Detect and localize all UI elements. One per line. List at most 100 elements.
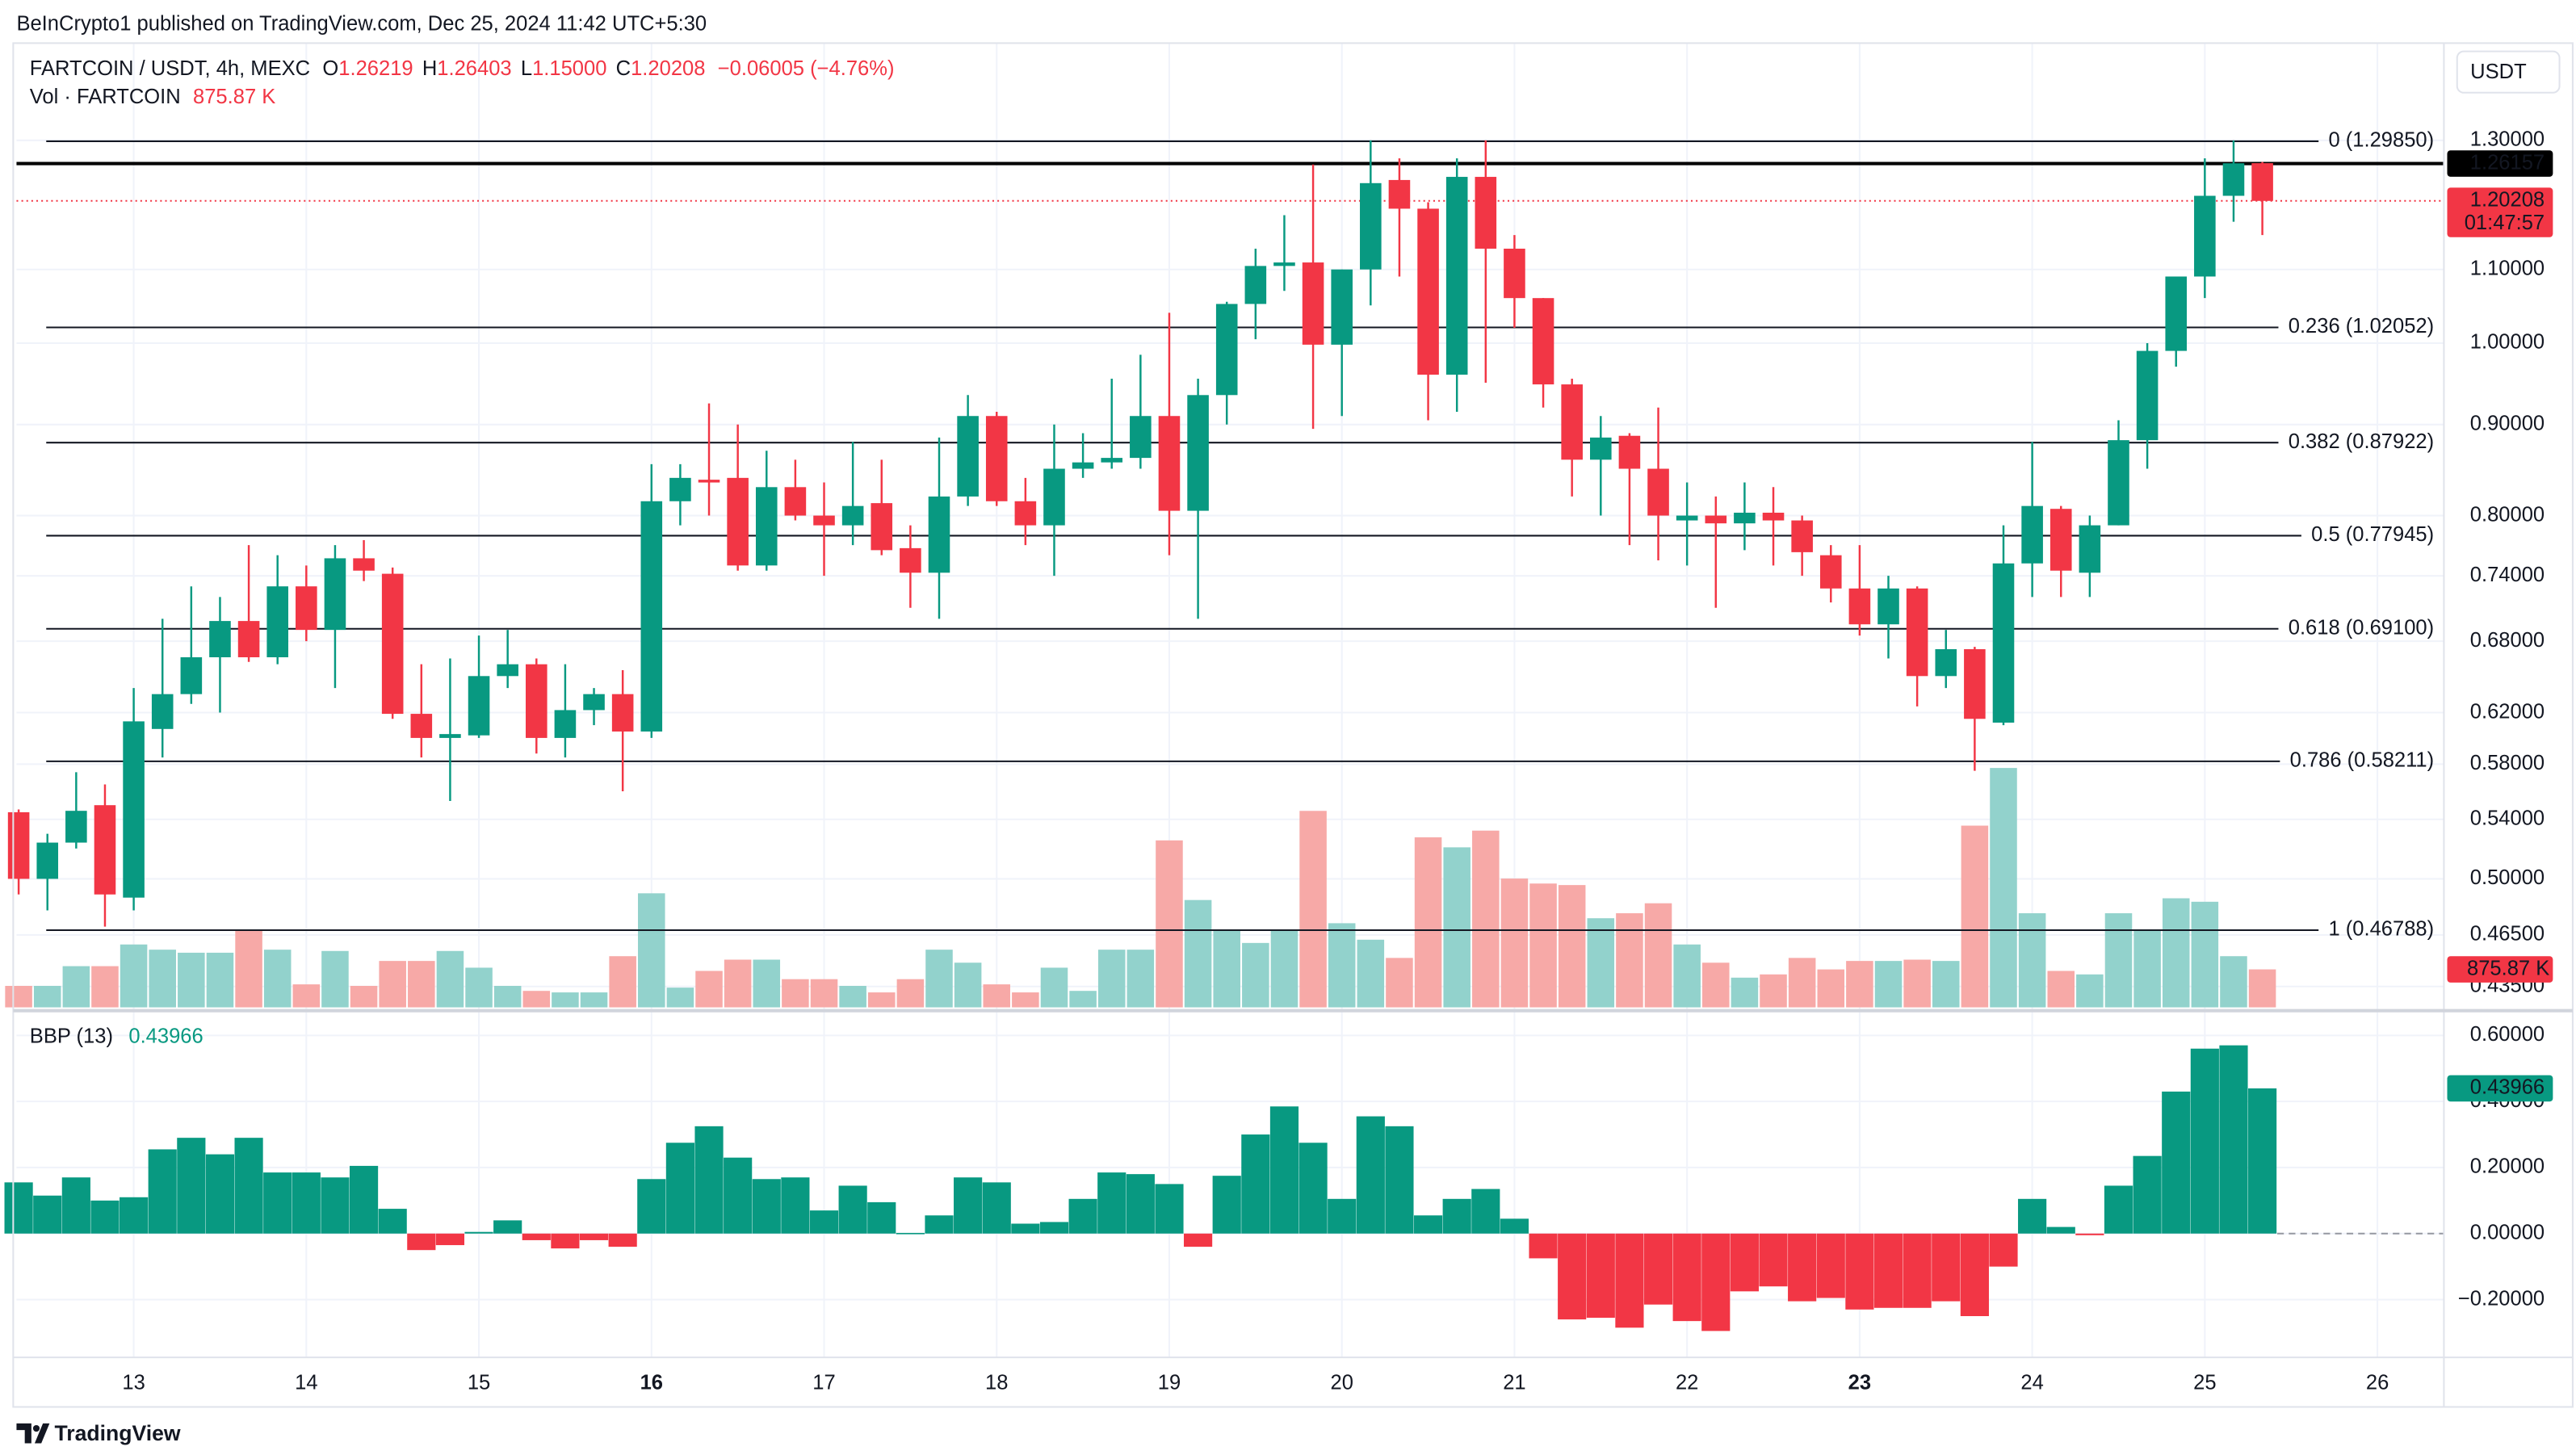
candle-body: [1877, 588, 1899, 625]
bbp-bar: [867, 1201, 896, 1234]
volume-bar: [2248, 969, 2276, 1008]
ohlc-key: H: [422, 57, 437, 80]
bbp-bar: [1328, 1198, 1357, 1234]
bbp-bar: [177, 1138, 206, 1234]
x-tick-label: 16: [640, 1372, 663, 1394]
volume-bar: [839, 986, 866, 1008]
volume-bar: [1299, 811, 1327, 1008]
candle-body: [2079, 525, 2101, 573]
candle-body: [1618, 435, 1641, 469]
volume-bar: [436, 950, 464, 1008]
bbp-bar: [435, 1233, 465, 1246]
bbp-bar: [982, 1182, 1011, 1234]
volume-bar: [1126, 950, 1155, 1008]
volume-bar: [1213, 929, 1240, 1008]
candle-body: [841, 505, 864, 526]
x-tick-label: 21: [1503, 1372, 1525, 1394]
volume-bar: [2133, 929, 2161, 1008]
volume-bar: [493, 986, 522, 1008]
x-tick-label: 26: [2366, 1372, 2389, 1394]
candle-body: [2049, 509, 2072, 571]
volume-bar: [1156, 840, 1183, 1008]
candle-body: [1475, 177, 1497, 249]
x-tick-label: 14: [295, 1372, 317, 1394]
y-tick-label: 0.60000: [2470, 1023, 2545, 1046]
volume-bar: [1443, 847, 1471, 1008]
volume-bar: [2018, 913, 2046, 1008]
candle-body: [1273, 262, 1295, 266]
candle-body: [1360, 182, 1382, 270]
bbp-bar: [1155, 1184, 1184, 1234]
bbp-bar: [1845, 1233, 1874, 1310]
bbp-bar: [263, 1172, 292, 1234]
y-tick-label: 0.00000: [2470, 1222, 2545, 1244]
bbp-bar: [2018, 1198, 2047, 1234]
candle-body: [266, 586, 288, 658]
volume-bar: [2220, 956, 2247, 1008]
bbp-bar: [292, 1172, 321, 1234]
fib-layer: 0 (1.29850) 0.236 (1.02052) 0.382 (0.87922…: [16, 129, 2444, 941]
bbp-bar: [234, 1138, 263, 1234]
volume-bar: [1874, 961, 1903, 1008]
fib-label: 1 (0.46788): [2328, 918, 2434, 941]
candle-body: [1130, 416, 1152, 459]
candle-body: [669, 477, 691, 501]
bbp-bar: [4, 1182, 33, 1234]
symbol-legend: FARTCOIN / USDT, 4h, MEXC O1.26219 H1.26…: [30, 57, 895, 80]
candle-body: [1906, 588, 1928, 677]
volume-bar: [1472, 830, 1500, 1008]
bbp-bar: [407, 1233, 436, 1251]
fib-label: 0.618 (0.69100): [2289, 617, 2434, 639]
candle-body: [1215, 304, 1238, 396]
bbp-bar: [1011, 1223, 1040, 1234]
bbp-bar: [2219, 1045, 2248, 1234]
candle-body: [1388, 179, 1411, 209]
x-tick-label: 15: [468, 1372, 490, 1394]
x-tick-label: 22: [1676, 1372, 1698, 1394]
volume-bar: [954, 962, 982, 1008]
candle-body: [1244, 266, 1267, 304]
currency-label[interactable]: USDT: [2470, 61, 2527, 83]
price-tag-label: 1.20208: [2470, 189, 2545, 212]
volume-bar: [292, 984, 321, 1008]
bbp-bar: [90, 1200, 120, 1234]
bbp-bar: [1615, 1233, 1644, 1328]
bbp-layer: [4, 1045, 2444, 1331]
bbp-bar: [694, 1126, 724, 1234]
x-tick-label: 23: [1848, 1372, 1871, 1394]
bbp-bar: [724, 1157, 753, 1234]
candle-body: [2108, 440, 2129, 526]
ohlc-key: L: [521, 57, 532, 80]
volume-bar: [2162, 898, 2190, 1008]
candle-body: [554, 710, 577, 738]
candle-layer: [7, 140, 2273, 927]
volume-bar: [33, 986, 61, 1008]
volume-bar: [263, 950, 292, 1008]
volume-bar: [695, 971, 723, 1008]
volume-bar: [1386, 958, 1413, 1008]
volume-label: Vol · FARTCOIN: [30, 86, 181, 108]
bbp-bar: [1442, 1198, 1471, 1234]
volume-bar: [1731, 977, 1759, 1008]
currency-button[interactable]: [2456, 50, 2561, 94]
volume-legend: Vol · FARTCOIN 875.87 K: [30, 86, 275, 108]
volume-bar: [1788, 958, 1816, 1008]
volume-bar: [1903, 959, 1931, 1008]
bbp-bar: [2046, 1226, 2075, 1234]
candle-body: [1762, 512, 1785, 521]
bbp-legend: BBP (13) 0.43966: [30, 1025, 203, 1047]
y-tick-label: 0.80000: [2470, 503, 2545, 526]
bbp-bar: [1241, 1134, 1270, 1234]
bbp-bar: [349, 1165, 379, 1234]
logo-text: TradingView: [54, 1421, 180, 1445]
y-tick-label: −0.20000: [2458, 1287, 2545, 1310]
volume-bar: [1012, 992, 1039, 1008]
candle-body: [871, 503, 893, 551]
volume-bar: [983, 984, 1011, 1008]
volume-bar: [867, 992, 896, 1008]
bbp-bar: [1356, 1116, 1385, 1234]
bbp-bar: [2190, 1048, 2219, 1234]
volume-bar: [350, 986, 378, 1008]
ohlc-value: 1.15000: [532, 57, 606, 80]
